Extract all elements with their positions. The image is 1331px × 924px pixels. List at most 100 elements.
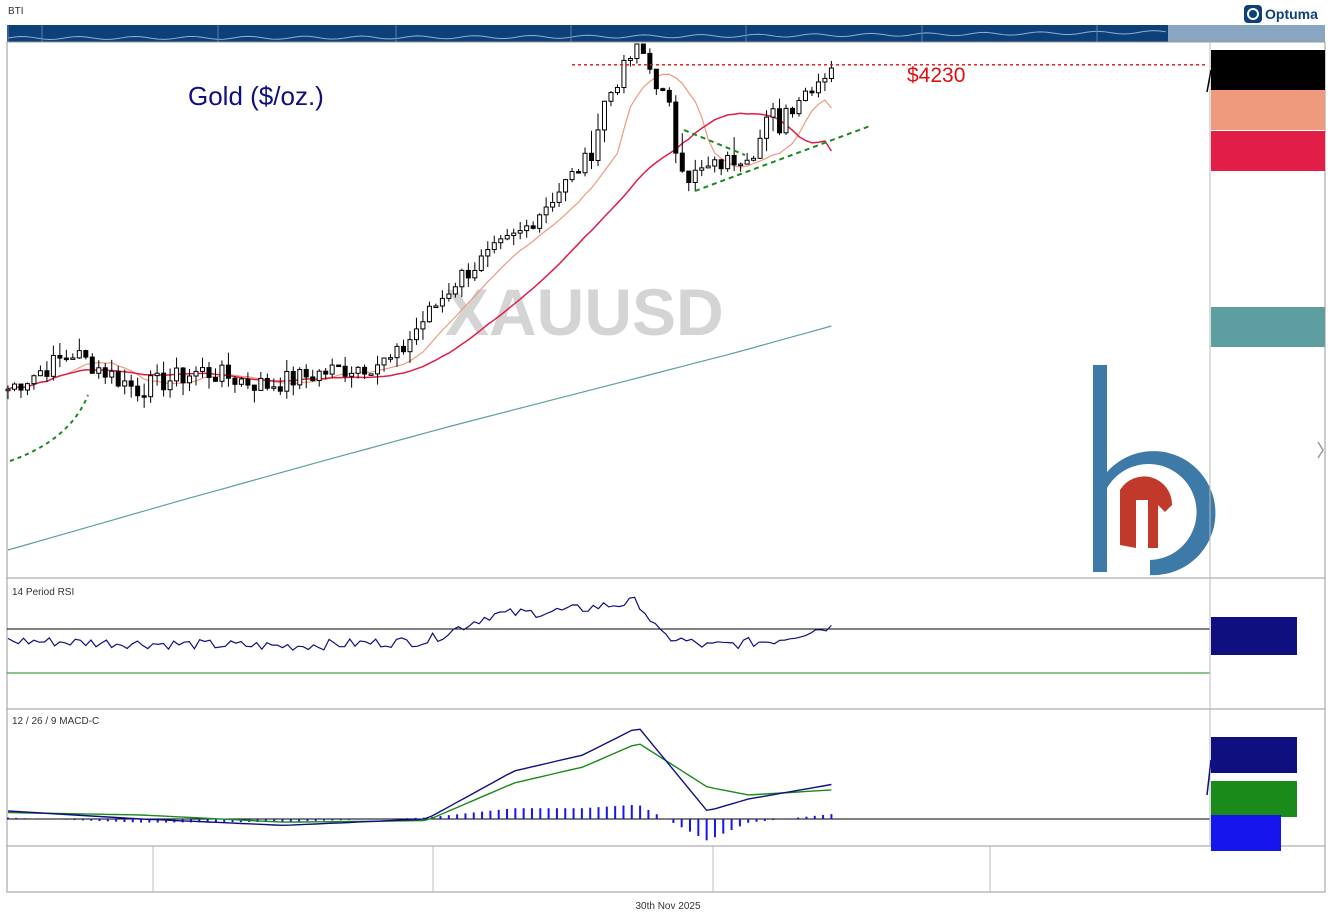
candle-body — [608, 92, 614, 102]
candle-body — [154, 372, 160, 377]
candle-body — [439, 297, 445, 307]
symbol-watermark: XAUUSD — [445, 275, 724, 349]
candle-body — [225, 364, 231, 379]
candle-body — [537, 214, 543, 229]
candle-body — [258, 377, 264, 391]
candle-body — [219, 364, 225, 382]
rsi-badge-bg — [1211, 617, 1297, 655]
candle-body — [245, 378, 251, 386]
macd-label: 12 / 26 / 9 MACD-C — [12, 716, 99, 727]
candle-body — [660, 88, 666, 91]
candle-body — [290, 370, 296, 386]
candle-body — [394, 345, 400, 359]
macd-badge-bg — [1211, 815, 1281, 851]
brand-logo-stem — [1093, 365, 1107, 572]
candle-body — [770, 108, 776, 118]
candle-body — [329, 364, 335, 375]
candle-body — [349, 372, 355, 377]
scroll-handle-icon[interactable] — [1317, 441, 1324, 459]
candle-body — [251, 384, 257, 391]
candle-body — [491, 242, 497, 251]
candle-body — [18, 383, 24, 391]
candle-body — [310, 376, 316, 382]
candle-body — [634, 43, 640, 60]
rsi-panel — [6, 577, 1326, 710]
badge-connector — [1206, 69, 1212, 93]
chart-code: BTI — [8, 6, 24, 17]
candle-body — [375, 364, 381, 375]
candle-body — [128, 380, 134, 387]
price-badge-bg — [1211, 90, 1325, 130]
candle-body — [433, 305, 439, 308]
candle-body — [5, 388, 11, 392]
rising-trendline — [694, 125, 871, 192]
candle-body — [264, 377, 270, 389]
candle-body — [621, 59, 627, 89]
candle-body — [718, 159, 724, 170]
candle-body — [96, 367, 102, 374]
brand-logo-mark — [1120, 476, 1173, 548]
candle-body — [206, 367, 212, 378]
candle-body — [316, 370, 322, 382]
candle-body — [530, 225, 536, 229]
rsi-label: 14 Period RSI — [12, 587, 74, 598]
candle-body — [738, 163, 744, 167]
candle-body — [277, 386, 283, 392]
candle-body — [465, 269, 471, 279]
candle-body — [627, 58, 633, 61]
overview-strip[interactable] — [7, 25, 1325, 42]
candle-body — [141, 395, 147, 398]
candle-body — [31, 375, 37, 385]
candle-body — [789, 107, 795, 115]
candle-body — [122, 380, 128, 387]
candle-body — [640, 43, 646, 54]
candle-body — [582, 152, 588, 174]
candle-body — [83, 350, 89, 358]
rsi-line — [7, 596, 832, 651]
candle-body — [796, 99, 802, 115]
overview-selection[interactable] — [1168, 25, 1325, 42]
candle-body — [420, 321, 426, 330]
candle-body — [232, 377, 238, 385]
candle-body — [303, 368, 309, 378]
candle-body — [543, 206, 549, 216]
candle-body — [601, 100, 607, 131]
macd-badge-bg — [1211, 737, 1297, 773]
candle-body — [653, 68, 659, 90]
candle-body — [362, 366, 368, 375]
candle-body — [200, 367, 206, 372]
candle-body — [751, 157, 757, 161]
ma-fast-line — [7, 73, 832, 390]
candle-body — [828, 67, 834, 79]
candle-body — [413, 328, 419, 341]
candle-body — [550, 201, 556, 208]
candle-body — [426, 305, 432, 323]
candle-body — [686, 170, 692, 183]
candle-body — [705, 165, 711, 169]
candle-body — [777, 108, 783, 134]
falling-trendline — [683, 129, 746, 156]
price-badge-bg — [1211, 131, 1325, 171]
candle-body — [89, 356, 95, 374]
base-curve — [9, 394, 89, 462]
candle-body — [180, 367, 186, 384]
candle-body — [504, 235, 510, 240]
candle-body — [336, 364, 342, 368]
candle-body — [212, 376, 218, 382]
candle-body — [511, 232, 517, 237]
candle-body — [595, 129, 601, 161]
candle-body — [757, 137, 763, 159]
candle-body — [822, 77, 828, 83]
candle-body — [238, 378, 244, 385]
candle-body — [563, 179, 569, 193]
candle-body — [446, 293, 452, 299]
brand-logo-bowl — [1107, 451, 1216, 576]
footer-date: 30th Nov 2025 — [635, 901, 700, 912]
candle-body — [193, 370, 199, 377]
macd-line — [7, 728, 832, 827]
candle-body — [498, 238, 504, 244]
candlesticks — [5, 43, 834, 408]
candle-body — [725, 154, 731, 170]
candle-body — [452, 286, 458, 295]
candle-body — [70, 357, 76, 360]
